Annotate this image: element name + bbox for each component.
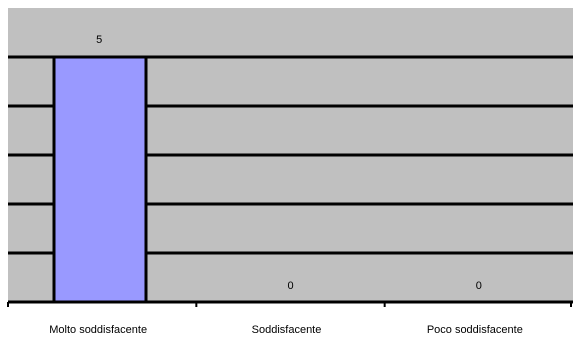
data-label: 5	[96, 34, 102, 46]
x-axis	[7, 300, 573, 307]
category-labels: Molto soddisfacente Soddisfacente Poco sod…	[49, 324, 523, 336]
data-label: 0	[287, 280, 293, 292]
data-label: 0	[476, 280, 482, 292]
bar	[52, 55, 148, 304]
category-label: Soddisfacente	[252, 324, 322, 336]
data-labels: 5 0 0	[96, 34, 482, 292]
category-label: Molto soddisfacente	[49, 324, 147, 336]
category-label: Poco soddisfacente	[427, 324, 523, 336]
bars	[52, 55, 148, 304]
